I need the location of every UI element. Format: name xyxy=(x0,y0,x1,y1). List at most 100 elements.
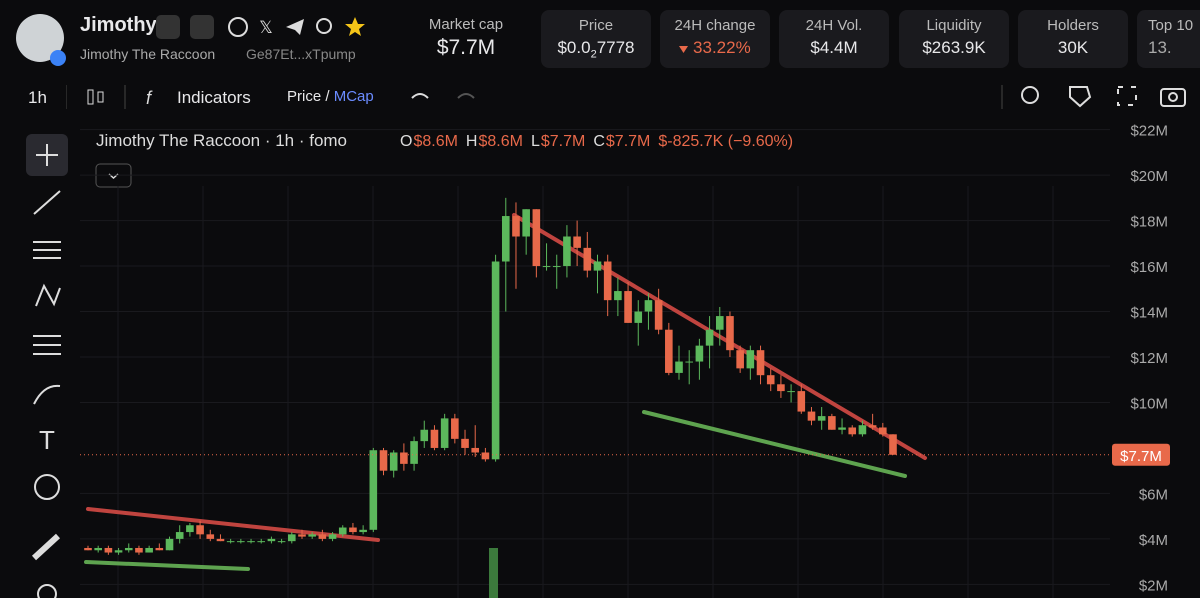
token-name: Jimothy xyxy=(80,14,157,36)
candle-body xyxy=(155,547,164,551)
y-tick-label: $20M xyxy=(1130,168,1168,185)
candle-body xyxy=(532,209,541,267)
interval[interactable]: 1h xyxy=(28,88,47,107)
candle-body xyxy=(369,450,378,530)
candle-body xyxy=(491,261,500,460)
candle-body xyxy=(145,547,153,553)
last-price-box xyxy=(1112,443,1170,466)
stat-value: 13. xyxy=(1148,38,1172,57)
candle-body xyxy=(838,427,846,430)
drawing-tools[interactable]: T xyxy=(0,116,80,598)
stat: 24H Vol. $4.4M xyxy=(779,10,889,68)
candle-body xyxy=(104,547,113,553)
chart: Jimothy The Raccoon · 1h · fomo $22M $20M… xyxy=(80,123,1170,598)
candle-body xyxy=(777,384,785,392)
candle-body xyxy=(257,541,266,543)
candle-body xyxy=(644,300,653,312)
candle-body xyxy=(226,541,235,543)
candle-body xyxy=(756,350,765,376)
candle-body xyxy=(114,550,123,553)
toolbar-right[interactable] xyxy=(390,82,1200,112)
price-a: $0.0 xyxy=(557,38,591,57)
stat-value: 30K xyxy=(1057,38,1089,57)
candle-body xyxy=(746,350,755,369)
candle-body xyxy=(247,541,255,543)
stat-label: Liquidity xyxy=(926,17,982,34)
candle-body xyxy=(614,291,622,301)
candle-body xyxy=(573,236,581,248)
stat-value: $7.7M xyxy=(436,36,496,59)
candle-body xyxy=(481,452,490,460)
stat: Price $0.027778 xyxy=(541,10,651,68)
price-mcap[interactable]: Price / MCap xyxy=(287,88,374,105)
trend-line xyxy=(642,410,907,478)
candle-body xyxy=(338,527,347,535)
stat-label: 24H change xyxy=(674,17,756,34)
legend-value: $-825.7K (−9.60%) xyxy=(658,133,793,150)
stat-value: 33.22% xyxy=(660,38,770,58)
legend-key: O xyxy=(400,133,412,150)
candle-body xyxy=(654,300,663,330)
price: Price xyxy=(287,88,322,105)
candle-body xyxy=(675,361,683,373)
candle-body xyxy=(736,350,744,369)
candle-body xyxy=(84,547,92,551)
candle-body xyxy=(430,429,439,448)
indicators[interactable]: Indicators xyxy=(177,88,251,107)
link-icons[interactable]: 𝕏 xyxy=(156,14,368,40)
candle-body xyxy=(237,541,245,543)
stat: Top 10 13. xyxy=(1137,10,1200,68)
candle-body xyxy=(461,438,469,448)
svg-text:f: f xyxy=(146,88,153,108)
candle-body xyxy=(695,345,704,362)
stat: Liquidity $263.9K xyxy=(899,10,1009,68)
price-b: 7778 xyxy=(596,38,635,57)
stat-value: $0.027778 xyxy=(541,38,651,60)
candle-body xyxy=(359,529,367,533)
header: Jimothy Jimothy The Raccoon Ge87Et...xTp… xyxy=(0,0,1200,76)
last-price-label: $7.7M xyxy=(1120,448,1162,465)
trend-line xyxy=(84,560,250,571)
candle-body xyxy=(563,236,571,267)
candle-body xyxy=(287,534,296,542)
stat: Holders 30K xyxy=(1018,10,1128,68)
legend-value: $8.6M xyxy=(478,133,522,150)
stat-label: Top 10 xyxy=(1148,17,1194,34)
sep: / xyxy=(325,88,330,105)
address[interactable]: Ge87Et...xTpump xyxy=(246,46,356,62)
candle-body xyxy=(583,247,592,271)
y-tick-label: $18M xyxy=(1130,214,1168,231)
legend-value: $7.7M xyxy=(541,133,585,150)
y-tick-label: $14M xyxy=(1130,305,1168,322)
stat-label: 24H Vol. xyxy=(805,17,863,34)
candle-body xyxy=(817,416,826,421)
candle-body xyxy=(400,452,408,464)
candle-body xyxy=(379,450,388,471)
candle-body xyxy=(807,411,816,421)
candle-body xyxy=(858,425,867,435)
candle-body xyxy=(705,329,714,346)
candle-body xyxy=(512,216,520,237)
stat-label: Price xyxy=(578,17,614,34)
candle-body xyxy=(624,291,632,323)
y-tick-label: $10M xyxy=(1130,395,1168,412)
candle-body xyxy=(451,418,459,439)
chart-title: Jimothy The Raccoon · 1h · fomo xyxy=(96,131,347,150)
stat-label: Holders xyxy=(1047,17,1099,34)
candle-body xyxy=(216,538,225,542)
y-tick-label: $16M xyxy=(1130,259,1168,276)
candle-body xyxy=(206,534,215,539)
candle-body xyxy=(848,427,857,435)
svg-text:T: T xyxy=(39,425,55,455)
candle-body xyxy=(828,416,836,430)
stat: 24H change 33.22% xyxy=(660,10,770,68)
candle-body xyxy=(471,447,480,453)
toolbar-icons[interactable]: f xyxy=(66,82,196,112)
candle-body xyxy=(685,361,694,363)
candle-body xyxy=(328,534,337,539)
candle-body xyxy=(440,418,449,448)
y-tick-label: $4M xyxy=(1139,532,1168,549)
candle-body xyxy=(349,527,357,533)
candle-body xyxy=(165,538,174,551)
